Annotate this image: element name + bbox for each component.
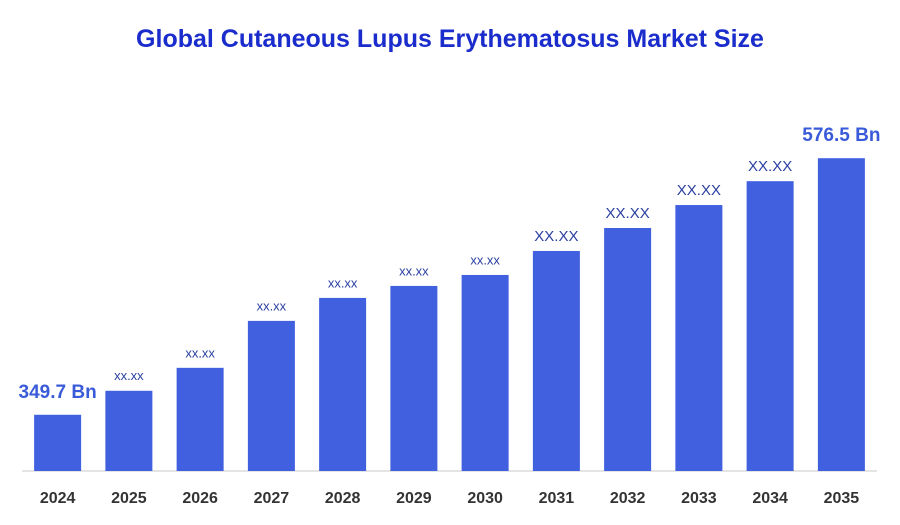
data-label: xx.xx xyxy=(399,263,429,278)
x-tick-label: 2034 xyxy=(752,490,788,507)
data-label: xx.xx xyxy=(257,298,287,313)
x-tick-label: 2026 xyxy=(182,490,218,507)
bar xyxy=(34,414,82,471)
x-tick-label: 2024 xyxy=(40,490,76,507)
x-tick-label: 2029 xyxy=(396,490,432,507)
x-tick-label: 2031 xyxy=(539,490,575,507)
bar xyxy=(746,181,794,471)
data-label: XX.XX xyxy=(534,228,578,245)
bar xyxy=(817,158,865,471)
data-label: 576.5 Bn xyxy=(802,125,880,146)
data-label: xx.xx xyxy=(185,345,215,360)
x-tick-label: 2033 xyxy=(681,490,717,507)
chart-title: Global Cutaneous Lupus Erythematosus Mar… xyxy=(136,25,764,53)
data-label: xx.xx xyxy=(328,275,358,290)
x-tick-label: 2032 xyxy=(610,490,646,507)
data-label: xx.xx xyxy=(114,368,144,383)
bar xyxy=(247,320,295,471)
bar xyxy=(319,297,367,471)
bar xyxy=(390,285,438,471)
bar xyxy=(604,228,652,471)
bar xyxy=(532,250,580,471)
data-label: XX.XX xyxy=(748,158,792,175)
data-label: XX.XX xyxy=(606,205,650,222)
bar xyxy=(176,367,224,471)
data-label: XX.XX xyxy=(677,182,721,199)
bar xyxy=(105,390,153,471)
bar xyxy=(461,274,509,471)
data-label: 349.7 Bn xyxy=(19,382,97,403)
x-tick-label: 2028 xyxy=(325,490,361,507)
x-tick-label: 2035 xyxy=(824,490,860,507)
bar xyxy=(675,205,723,471)
data-label: xx.xx xyxy=(470,252,500,267)
x-tick-label: 2025 xyxy=(111,490,147,507)
x-tick-label: 2030 xyxy=(467,490,503,507)
x-tick-label: 2027 xyxy=(254,490,290,507)
